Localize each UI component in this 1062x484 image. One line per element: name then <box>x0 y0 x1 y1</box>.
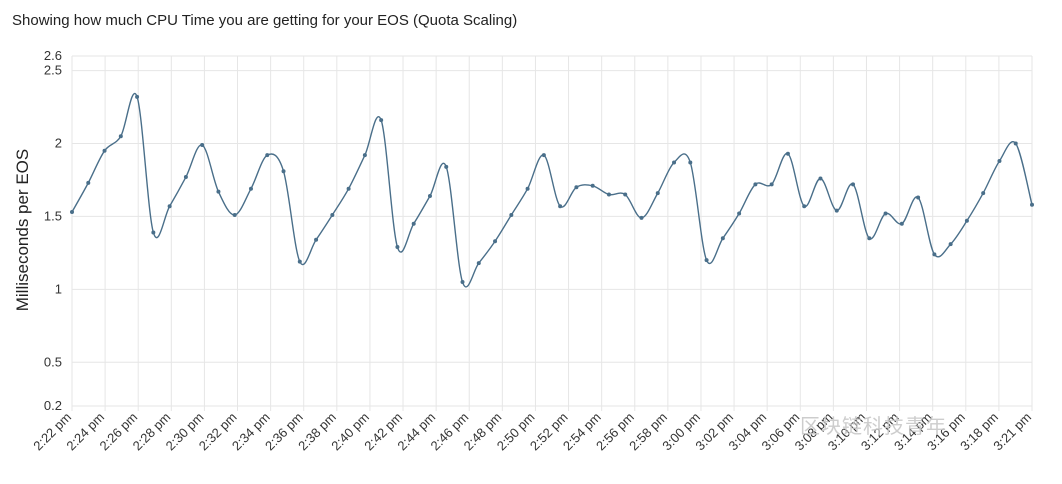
data-point <box>476 261 481 266</box>
data-point <box>493 239 498 244</box>
data-point <box>883 211 888 216</box>
grid <box>71 55 1033 411</box>
data-point <box>672 160 677 165</box>
y-axis-ticks: 0.2 0.5 1 1.5 2 2.52.6 <box>44 48 62 413</box>
data-point <box>460 280 465 285</box>
data-point <box>964 218 969 223</box>
data-point <box>395 245 400 250</box>
data-point <box>541 153 546 158</box>
y-tick-label: 2.6 <box>44 48 62 63</box>
data-point <box>737 211 742 216</box>
data-point <box>802 204 807 209</box>
data-point <box>525 186 530 191</box>
data-point <box>655 191 660 196</box>
data-point <box>639 215 644 220</box>
data-point <box>86 180 91 185</box>
data-point <box>379 118 384 123</box>
data-point <box>411 221 416 226</box>
data-point <box>314 237 319 242</box>
data-point <box>1013 141 1018 146</box>
y-tick-label: 1 <box>55 281 62 296</box>
data-point <box>834 208 839 213</box>
data-point <box>346 186 351 191</box>
data-point <box>704 258 709 263</box>
data-point <box>997 159 1002 163</box>
data-point <box>70 210 74 215</box>
data-point <box>509 212 514 217</box>
data-point <box>720 236 725 241</box>
data-point <box>362 153 367 158</box>
y-tick-label: 1.5 <box>44 208 62 223</box>
data-point <box>867 236 872 241</box>
series-points <box>70 94 1034 285</box>
data-point <box>135 94 140 99</box>
data-point <box>330 212 335 217</box>
watermark: 区块链科技青年 <box>800 416 947 438</box>
data-point <box>948 242 953 247</box>
data-point <box>281 169 286 174</box>
data-point <box>558 204 563 209</box>
data-point <box>818 176 823 181</box>
data-point <box>899 221 904 226</box>
series-line <box>71 92 1033 288</box>
data-point <box>606 192 611 197</box>
data-point <box>427 194 432 198</box>
data-point <box>232 212 237 217</box>
data-point <box>265 153 270 158</box>
data-point <box>297 259 302 264</box>
data-point <box>769 182 774 187</box>
y-tick-label: 0.5 <box>44 354 62 369</box>
data-point <box>1030 202 1034 207</box>
data-point <box>200 142 205 147</box>
data-point <box>916 195 921 200</box>
data-point <box>932 252 937 257</box>
data-point <box>151 230 156 235</box>
data-point <box>753 182 758 187</box>
y-tick-label: 0.2 <box>44 398 62 413</box>
data-point <box>785 151 790 156</box>
data-point <box>851 182 856 187</box>
chart-title: Showing how much CPU Time you are gettin… <box>12 12 518 29</box>
data-point <box>248 186 253 191</box>
y-tick-label: 2.5 <box>44 63 62 78</box>
data-point <box>102 148 107 153</box>
data-point <box>574 185 579 190</box>
y-tick-label: 2 <box>55 136 62 151</box>
data-point <box>216 189 221 194</box>
data-point <box>183 175 188 180</box>
data-point <box>981 191 986 196</box>
data-point <box>167 204 172 209</box>
data-point <box>118 134 123 139</box>
data-point <box>590 183 595 188</box>
data-point <box>444 164 449 169</box>
data-point <box>688 160 693 165</box>
data-point <box>623 192 628 197</box>
